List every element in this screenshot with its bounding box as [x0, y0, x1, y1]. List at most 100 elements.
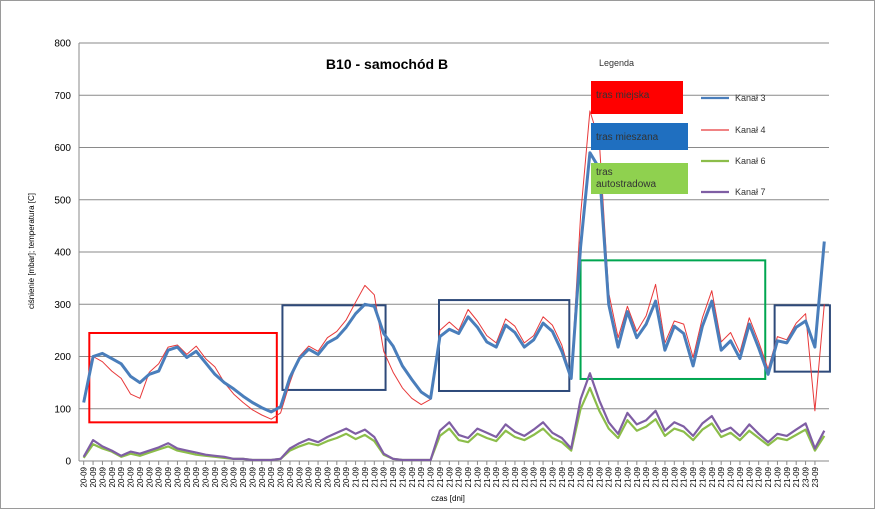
- x-tick-label: 21-09: [520, 466, 529, 487]
- x-tick-label: 21-09: [567, 466, 576, 487]
- x-tick-label: 20-09: [192, 466, 201, 487]
- y-tick-label: 0: [65, 457, 71, 468]
- x-tick-label: 20-09: [333, 466, 342, 487]
- x-tick-label: 21-09: [445, 466, 454, 487]
- legend-title: Legenda: [599, 58, 634, 68]
- y-axis: 0 100 200 300 400 500 600 700 800: [54, 39, 71, 468]
- x-tick-label: 21-09: [755, 466, 764, 487]
- x-tick-label: 20-09: [117, 466, 126, 487]
- legend-label: Kanał 4: [735, 125, 766, 135]
- x-tick-label: 21-09: [633, 466, 642, 487]
- x-tick-label: 20-09: [286, 466, 295, 487]
- x-tick-label: 20-09: [202, 466, 211, 487]
- series-line-kanal-4: [83, 110, 825, 420]
- x-tick-label: 21-09: [605, 466, 614, 487]
- x-tick-label: 21-09: [417, 466, 426, 487]
- x-tick-label: 21-09: [436, 466, 445, 487]
- x-tick-label: 21-09: [652, 466, 661, 487]
- x-tick-label: 21-09: [595, 466, 604, 487]
- legend: Legenda tras miejska tras mieszana tras aut…: [591, 58, 766, 197]
- x-tick-label: 21-09: [717, 466, 726, 487]
- x-tick-label: 20-09: [248, 466, 257, 487]
- x-tick-label: 21-09: [511, 466, 520, 487]
- x-axis-title: czas [dni]: [431, 494, 465, 503]
- x-tick-label: 20-09: [305, 466, 314, 487]
- route-legend-label: tras autostradowa: [596, 167, 656, 190]
- x-tick-label: 21-09: [577, 466, 586, 487]
- x-tick-label: 20-09: [183, 466, 192, 487]
- y-tick-label: 800: [54, 39, 71, 50]
- x-tick-label: 21-09: [670, 466, 679, 487]
- x-tick-label: 21-09: [408, 466, 417, 487]
- x-tick-label: 21-09: [727, 466, 736, 487]
- route-box: [579, 259, 767, 380]
- route-legend-label: tras miejska: [596, 90, 650, 101]
- x-tick-label: 21-09: [370, 466, 379, 487]
- route-legend-swatch: [591, 163, 688, 194]
- x-tick-label: 21-09: [352, 466, 361, 487]
- y-tick-label: 200: [54, 352, 71, 363]
- x-tick-label: 21-09: [492, 466, 501, 487]
- series-line-kanal-7: [82, 372, 826, 462]
- x-tick-label: 20-09: [89, 466, 98, 487]
- x-tick-label: 20-09: [108, 466, 117, 487]
- series-line-kanal-6: [82, 386, 826, 462]
- x-tick-label: 21-09: [548, 466, 557, 487]
- x-tick-label: 21-09: [661, 466, 670, 487]
- y-tick-label: 600: [54, 143, 71, 154]
- x-tick-label: 21-09: [361, 466, 370, 487]
- x-tick-label: 20-09: [277, 466, 286, 487]
- x-tick-label: 21-09: [398, 466, 407, 487]
- x-tick-label: 23-09: [811, 466, 820, 487]
- x-tick-label: 21-09: [389, 466, 398, 487]
- x-tick-label: 21-09: [764, 466, 773, 487]
- x-tick-label: 21-09: [792, 466, 801, 487]
- x-tick-label: 21-09: [783, 466, 792, 487]
- chart-title: B10 - samochód B: [326, 56, 448, 72]
- y-tick-label: 500: [54, 195, 71, 206]
- x-tick-label: 20-09: [342, 466, 351, 487]
- route-box: [438, 299, 571, 392]
- x-tick-label: 20-09: [239, 466, 248, 487]
- x-tick-label: 20-09: [80, 466, 89, 487]
- x-tick-label: 21-09: [530, 466, 539, 487]
- legend-label: Kanał 6: [735, 156, 766, 166]
- x-axis: 20-09 20-09 20-09 20-09 20-09 20-09 20-09 20-09…: [80, 461, 820, 487]
- route-box: [773, 304, 831, 373]
- x-tick-label: 20-09: [127, 466, 136, 487]
- x-tick-label: 21-09: [642, 466, 651, 487]
- x-tick-label: 21-09: [708, 466, 717, 487]
- x-tick-label: 20-09: [98, 466, 107, 487]
- x-tick-label: 21-09: [586, 466, 595, 487]
- legend-label: Kanał 7: [735, 187, 766, 197]
- x-tick-label: 20-09: [220, 466, 229, 487]
- x-tick-label: 20-09: [267, 466, 276, 487]
- x-tick-label: 21-09: [773, 466, 782, 487]
- x-tick-label: 20-09: [136, 466, 145, 487]
- route-legend-swatch: [591, 81, 683, 114]
- x-tick-label: 21-09: [464, 466, 473, 487]
- x-tick-label: 20-09: [314, 466, 323, 487]
- x-tick-label: 23-09: [802, 466, 811, 487]
- x-tick-label: 21-09: [558, 466, 567, 487]
- x-tick-label: 21-09: [473, 466, 482, 487]
- y-tick-label: 100: [54, 404, 71, 415]
- route-legend-label: tras mieszana: [596, 132, 659, 143]
- route-legend-swatch: [591, 123, 688, 150]
- route-box: [281, 304, 387, 391]
- x-tick-label: 20-09: [323, 466, 332, 487]
- x-tick-label: 21-09: [680, 466, 689, 487]
- x-tick-label: 20-09: [164, 466, 173, 487]
- x-tick-label: 21-09: [427, 466, 436, 487]
- x-tick-label: 20-09: [145, 466, 154, 487]
- y-tick-label: 700: [54, 91, 71, 102]
- x-tick-label: 21-09: [745, 466, 754, 487]
- x-tick-label: 20-09: [230, 466, 239, 487]
- x-tick-label: 21-09: [483, 466, 492, 487]
- x-tick-label: 21-09: [623, 466, 632, 487]
- x-tick-label: 21-09: [698, 466, 707, 487]
- x-tick-label: 20-09: [295, 466, 304, 487]
- y-tick-label: 400: [54, 248, 71, 259]
